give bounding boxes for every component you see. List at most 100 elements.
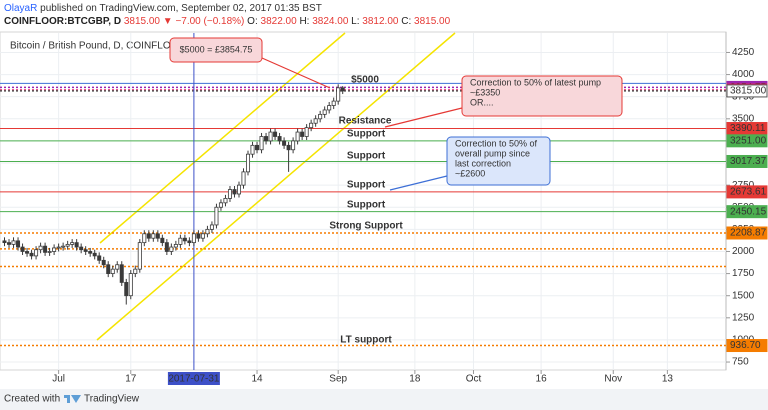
candle-body <box>146 233 151 239</box>
x-tick-label: Oct <box>466 374 482 385</box>
candle-body <box>65 243 70 247</box>
header-line: OlayaR published on TradingView.com, Sep… <box>4 3 322 14</box>
price-label: 3390.11 <box>730 123 766 134</box>
price-label: 3017.37 <box>730 156 767 167</box>
price-label-bg <box>726 134 768 148</box>
candle-body <box>232 189 237 195</box>
publisher: OlayaR <box>4 3 37 14</box>
annotation: $5000 <box>351 75 379 86</box>
candle-body <box>313 118 318 124</box>
y-tick-label: 4000 <box>732 69 755 80</box>
candle-body <box>119 264 124 283</box>
annotation: Support <box>347 151 386 162</box>
candle-body <box>38 245 43 251</box>
candle-body <box>291 140 296 151</box>
candle-body <box>286 144 291 151</box>
callout-box <box>461 75 623 117</box>
footer-bar <box>0 389 768 410</box>
candle-body <box>52 247 57 252</box>
annotation: Support <box>347 180 386 191</box>
annotation: Support <box>347 200 386 211</box>
candle-body <box>29 252 34 257</box>
callout-text: ~£2600 <box>455 168 485 178</box>
x-tick-label: Nov <box>604 374 622 385</box>
y-tick-label: 2000 <box>732 246 755 257</box>
callout-pointer <box>261 57 331 89</box>
y-tick-label: 4250 <box>732 47 755 58</box>
candle-body <box>268 131 273 142</box>
candle-body <box>327 105 332 111</box>
candle-body <box>300 131 305 137</box>
candle-body <box>187 240 192 244</box>
candle-body <box>20 246 25 252</box>
candle-body <box>304 127 309 137</box>
symbol-part: ▼ −7.00 (−0.18%) <box>163 16 245 27</box>
candle-body <box>133 268 138 274</box>
symbol-part: 3824.00 <box>312 16 349 27</box>
candle-body <box>236 184 241 195</box>
candle-body <box>309 122 314 129</box>
symbol-part: 3815.00 <box>414 16 451 27</box>
candle-body <box>88 251 93 254</box>
price-label-bg <box>726 339 768 353</box>
candle-body <box>101 259 106 266</box>
price-label-bg <box>726 205 768 219</box>
candle-body <box>331 100 336 106</box>
callout-pointer <box>384 107 463 128</box>
candle-body <box>2 240 7 244</box>
candle-body <box>34 249 39 257</box>
candle-body <box>200 233 205 239</box>
candle-body <box>241 171 246 186</box>
callout-text: Correction to 50% of <box>455 138 538 148</box>
annotation: LT support <box>340 335 392 346</box>
candle-body <box>209 224 214 230</box>
symbol-part: 3812.00 <box>362 16 399 27</box>
candle-body <box>273 131 278 137</box>
symbol-part: L: <box>351 16 359 27</box>
x-tick-label: 13 <box>662 374 674 385</box>
price-label-bg <box>726 226 768 240</box>
callout-box <box>169 37 263 63</box>
candle-body <box>259 136 264 151</box>
y-tick-label: 1500 <box>732 290 755 301</box>
symbol-part: 3822.00 <box>261 16 298 27</box>
candle-body <box>79 246 84 251</box>
price-label-bg <box>726 84 768 98</box>
candle-body <box>43 245 48 253</box>
candle-body <box>56 246 61 249</box>
candle-body <box>115 264 120 270</box>
candle-body <box>124 282 129 297</box>
candle-body <box>250 144 255 155</box>
candle-body <box>151 233 156 239</box>
candle-body <box>214 206 219 226</box>
candle-body <box>340 87 345 92</box>
annotation: Resistance <box>339 116 392 127</box>
x-tick-label: 14 <box>251 374 263 385</box>
price-label: 2450.15 <box>730 206 767 217</box>
footer-logo <box>64 395 81 403</box>
candle-body <box>264 136 269 142</box>
candle-body <box>164 242 169 252</box>
candle-body <box>142 233 147 244</box>
callout-text: OR.... <box>470 97 494 107</box>
candle-body <box>7 242 12 245</box>
candle-body <box>227 189 232 199</box>
symbol-part: H: <box>299 16 309 27</box>
candle-body <box>137 242 142 270</box>
callout-text: $5000 = £3854.75 <box>180 44 253 54</box>
candle-body <box>92 252 97 257</box>
price-label: 2208.87 <box>730 228 767 239</box>
y-tick-label: 3500 <box>732 113 755 124</box>
candle-body <box>16 240 21 248</box>
chart-title: Bitcoin / British Pound, D, COINFLOOR <box>10 41 186 52</box>
channel-line <box>99 32 346 244</box>
price-label: 3251.00 <box>730 135 767 146</box>
candle-body <box>97 255 102 261</box>
y-tick-label: 1250 <box>732 312 755 323</box>
candle-body <box>246 153 251 173</box>
candle-body <box>110 268 115 274</box>
candle-body <box>218 202 223 208</box>
